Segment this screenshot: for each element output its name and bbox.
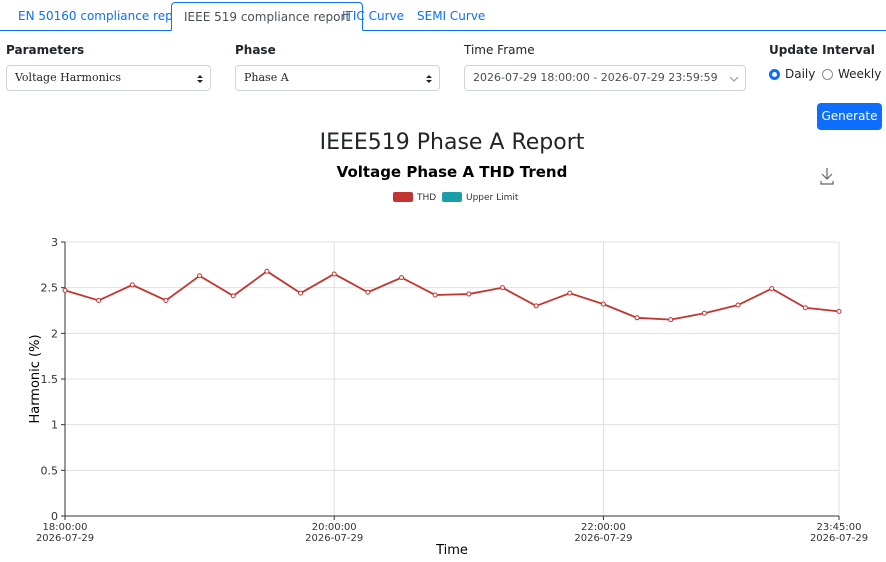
radio-dot [769,69,780,80]
data-point [701,310,707,316]
x-axis-title: Time [435,543,468,558]
data-point [197,273,203,279]
radio-option[interactable]: Weekly [822,66,881,82]
chart-area: Voltage Phase A THD Trend Time Harmonic … [28,163,868,558]
select-arrows [426,75,432,83]
data-point [230,293,236,299]
data-point [499,285,505,291]
field-label: Phase [235,43,276,57]
x-tick-label: 18:00:00 [43,522,88,533]
select-value: Voltage Harmonics [15,71,121,84]
data-point [96,297,102,303]
data-point [432,292,438,298]
y-axis-title: Harmonic (%) [28,334,43,423]
legend-label: Upper Limit [466,193,519,203]
data-point [735,302,741,308]
data-point [600,301,606,307]
data-point [836,308,842,314]
download-icon[interactable] [820,168,834,185]
data-point [163,297,169,303]
chart-title: Voltage Phase A THD Trend [337,163,568,181]
chevron [729,76,739,82]
series-line [64,270,840,321]
radio-label: Daily [785,67,816,81]
x-tick-label: 2026-07-29 [305,533,363,544]
tab[interactable]: EN 50160 compliance report [18,9,190,23]
data-point [331,271,337,277]
tab-bar: EN 50160 compliance report IEEE 519 comp… [0,0,886,31]
tab[interactable]: SEMI Curve [417,9,486,23]
x-tick-label: 2026-07-29 [36,533,94,544]
y-tick-label: 2.5 [41,282,59,295]
data-point [365,289,371,295]
data-point [298,290,304,296]
report-title: IEEE519 Phase A Report [319,130,585,155]
data-point [802,305,808,311]
select-value: Phase A [244,71,289,84]
data-point [129,282,135,288]
generate-button[interactable]: Generate [817,103,882,130]
y-tick-label: 1 [51,419,58,432]
tab[interactable]: ITIC Curve [342,9,405,23]
x-tick-label: 2026-07-29 [574,533,632,544]
x-tick-label: 2026-07-29 [810,533,868,544]
time-frame-input[interactable]: 2026-07-29 18:00:00 - 2026-07-29 23:59:5… [464,65,746,91]
radio-dot [822,69,833,80]
field-label: Time Frame [464,43,535,57]
data-point [62,287,68,293]
y-tick-label: 0.5 [41,464,59,477]
legend-swatch [393,192,413,202]
data-point [668,317,674,323]
parameters-select[interactable]: Voltage Harmonics [6,65,211,91]
y-tick-label: 1.5 [41,373,59,386]
y-tick-label: 0 [51,510,58,523]
select-arrows [197,75,203,83]
field-label: Update Interval [769,43,875,57]
data-point [466,291,472,297]
phase-select[interactable]: Phase A [235,65,440,91]
x-tick-label: 23:45:00 [817,522,862,533]
y-tick-label: 2 [51,327,58,340]
tab[interactable]: IEEE 519 compliance report [171,2,364,31]
data-point [634,315,640,321]
field-label: Parameters [6,43,85,57]
legend-swatch [442,192,462,202]
radio-option[interactable]: Daily [769,66,815,82]
data-point [264,268,270,274]
y-tick-label: 3 [51,236,58,249]
data-point [533,303,539,309]
data-point [567,290,573,296]
x-tick-label: 20:00:00 [312,522,357,533]
radio-label: Weekly [838,67,882,81]
x-tick-label: 22:00:00 [581,522,626,533]
time-frame-value: 2026-07-29 18:00:00 - 2026-07-29 23:59:5… [473,71,718,84]
data-point [399,275,405,281]
legend-label: THD [416,193,436,203]
chart: Voltage Phase A THD Trend Time Harmonic … [28,163,868,558]
data-point [769,286,775,292]
